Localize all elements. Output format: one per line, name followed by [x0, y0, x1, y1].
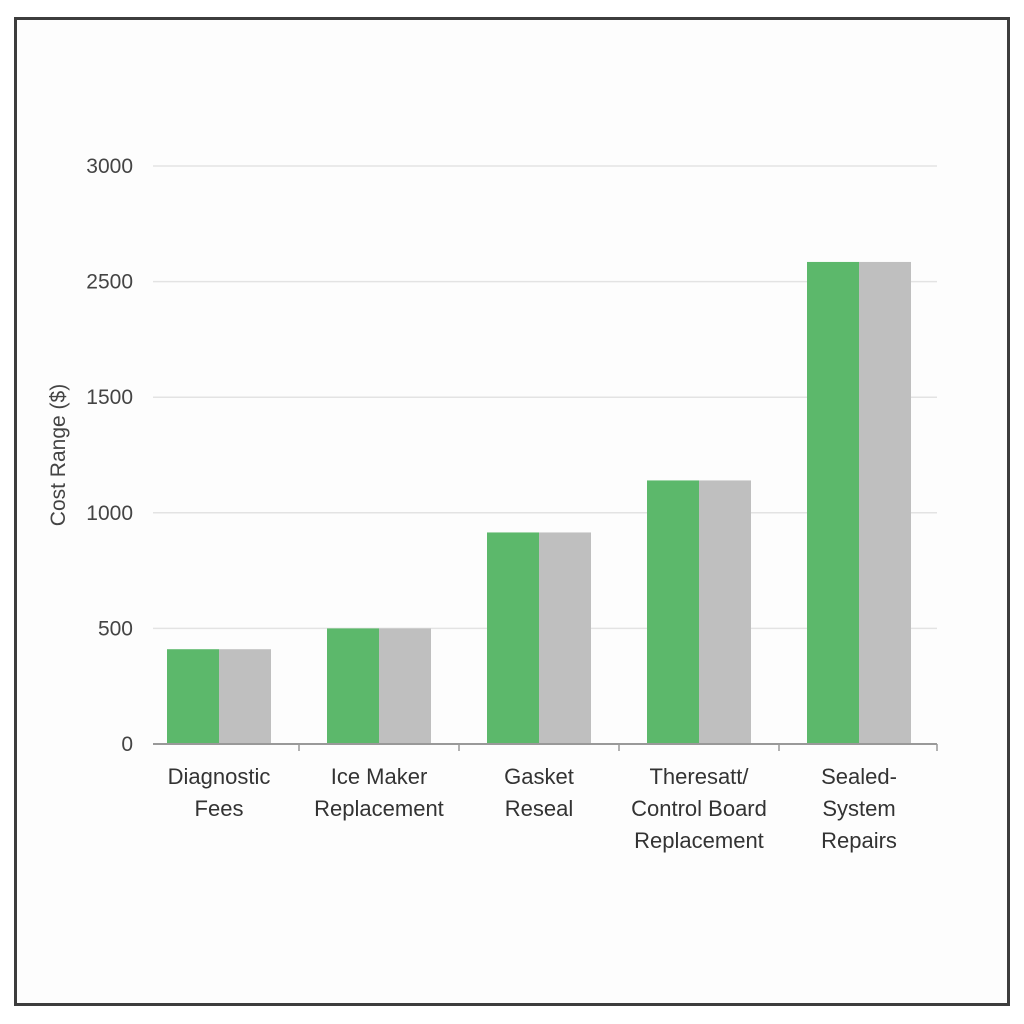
bar-gray — [219, 649, 271, 744]
y-tick-label: 0 — [121, 733, 133, 756]
bar-gray — [379, 628, 431, 744]
x-tick-labels: Diagnostic Fees Ice Maker Replacement Gasket… — [168, 764, 897, 853]
bar-green — [167, 649, 219, 744]
y-axis-label: Cost Range ($) — [47, 384, 70, 526]
bar-green — [487, 532, 539, 744]
bar-green — [647, 480, 699, 744]
x-axis — [153, 743, 938, 751]
bars — [167, 261, 911, 744]
x-tick-label: Theresatt/Control Board Replacement — [631, 764, 767, 853]
x-tick-label: Diagnostic Fees — [168, 764, 271, 821]
y-tick-label: 1000 — [86, 502, 133, 525]
x-tick-label: Ice Maker Replacement — [314, 764, 444, 821]
y-tick-label: 500 — [98, 617, 133, 640]
gridlines — [153, 165, 937, 630]
y-tick-labels: 0 500 1000 1500 2500 3000 — [86, 155, 133, 756]
bar-gray — [539, 532, 591, 744]
y-tick-label: 3000 — [86, 155, 133, 178]
y-tick-label: 2500 — [86, 271, 133, 294]
x-tick-label: Gasket Reseal — [504, 764, 574, 821]
bar-gray — [699, 480, 751, 744]
bar-green — [807, 261, 859, 744]
y-tick-label: 1500 — [86, 386, 133, 409]
bar-green — [327, 628, 379, 744]
bar-gray — [859, 261, 911, 744]
x-tick-label: Sealed-System Repairs — [821, 764, 897, 853]
